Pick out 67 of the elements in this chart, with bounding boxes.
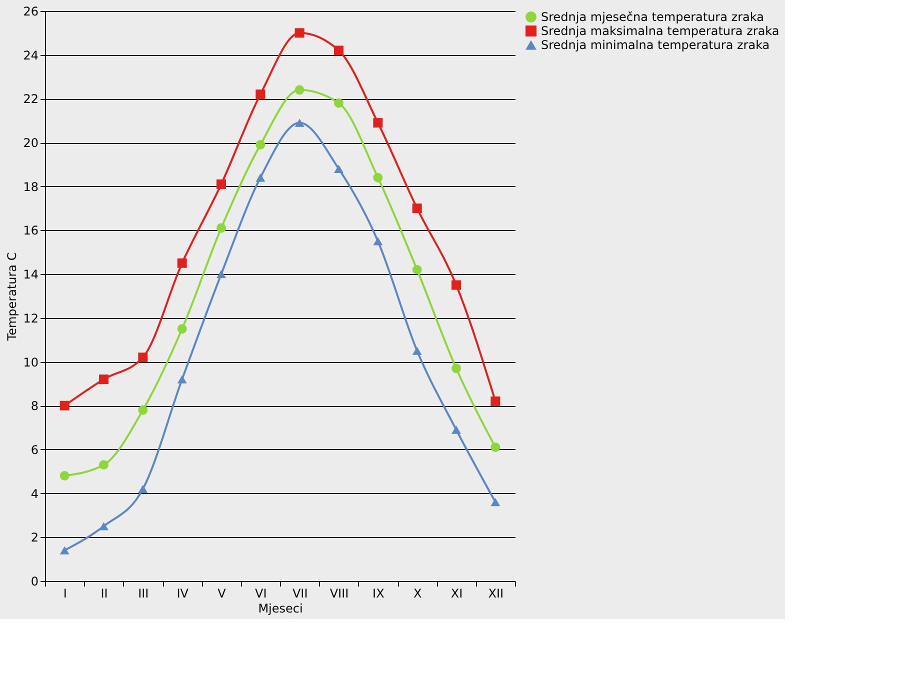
point	[294, 85, 304, 95]
point	[99, 460, 108, 470]
point	[138, 405, 148, 415]
y-tick-label: 8	[30, 399, 38, 414]
y-tick-label: 20	[23, 136, 38, 150]
y-tick-label: 26	[23, 4, 38, 18]
x-tick-label: VII	[292, 586, 308, 600]
x-tick-label: I	[63, 586, 67, 600]
point	[256, 90, 266, 100]
point	[216, 179, 226, 189]
y-tick-label: 10	[23, 355, 38, 370]
point	[490, 396, 500, 406]
y-tick-label: 4	[30, 486, 38, 501]
point	[138, 484, 148, 494]
y-tick-label: 14	[23, 268, 38, 282]
x-tick-label: III	[138, 586, 149, 600]
y-tick-label: 24	[23, 48, 38, 62]
x-tick-label: XII	[488, 586, 504, 600]
point	[99, 374, 108, 384]
point	[256, 140, 266, 150]
point	[412, 204, 422, 214]
point	[177, 324, 187, 334]
y-tick-label: 22	[23, 92, 38, 106]
x-tick-label: V	[218, 586, 227, 600]
y-tick-label: 6	[30, 442, 38, 457]
x-tick-label: XI	[450, 586, 463, 600]
y-tick-label: 2	[30, 530, 38, 545]
point	[452, 426, 461, 434]
point	[334, 164, 344, 173]
x-tick-label: IV	[176, 586, 190, 600]
y-axis-title: Temperatura C	[5, 252, 20, 342]
point	[177, 375, 187, 384]
point	[334, 98, 344, 108]
point	[294, 118, 304, 127]
legend-label: Srednja minimalna temperatura zraka	[541, 38, 770, 52]
point	[412, 264, 422, 274]
x-tick-label: VIII	[330, 586, 349, 600]
point	[99, 522, 108, 530]
point	[373, 172, 383, 182]
point	[490, 442, 500, 452]
point	[177, 258, 187, 268]
y-tick-label: 16	[23, 224, 38, 238]
point	[60, 546, 70, 554]
point	[256, 174, 266, 182]
point	[216, 270, 226, 278]
x-tick-label: II	[100, 586, 108, 600]
point	[216, 223, 226, 233]
point	[373, 118, 383, 128]
x-tick-label: X	[413, 586, 422, 600]
x-axis-title: Mjeseci	[258, 602, 303, 616]
x-tick-label: IX	[372, 586, 384, 600]
point	[452, 280, 461, 290]
point	[412, 346, 422, 355]
y-tick-label: 0	[30, 574, 38, 588]
point	[373, 237, 383, 246]
point	[334, 46, 344, 56]
legend-label: Srednja mjesečna temperatura zraka	[541, 10, 764, 24]
y-tick-label: 12	[23, 311, 38, 326]
y-tick-label: 18	[23, 180, 38, 194]
point	[60, 471, 70, 481]
point	[294, 28, 304, 38]
point	[490, 498, 500, 506]
x-tick-label: VI	[255, 586, 267, 600]
point	[138, 352, 148, 362]
point	[60, 400, 70, 410]
legend-label: Srednja maksimalna temperatura zraka	[541, 24, 780, 38]
point	[452, 364, 461, 374]
